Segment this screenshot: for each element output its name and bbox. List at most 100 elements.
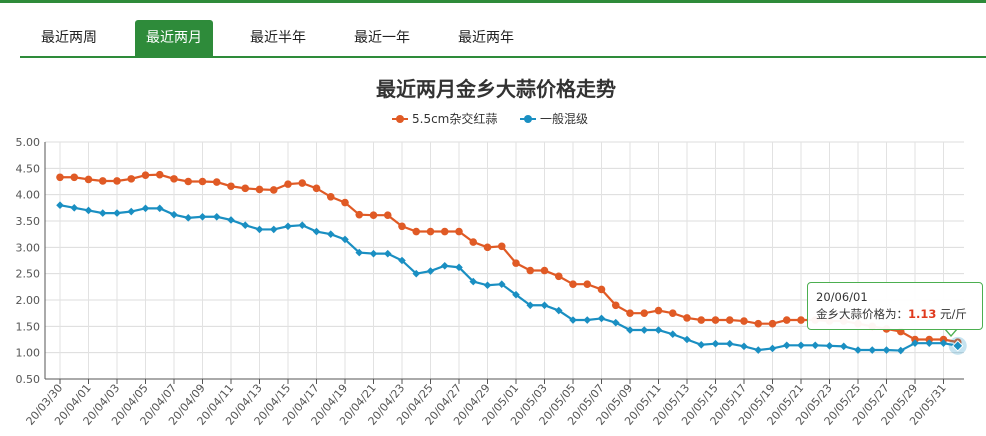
data-point: [227, 182, 235, 191]
y-tick-label: 3.00: [16, 241, 41, 254]
data-point: [768, 319, 777, 328]
data-point: [426, 267, 435, 275]
data-point: [298, 179, 307, 187]
data-point: [697, 340, 706, 349]
data-point: [383, 211, 392, 220]
data-point: [939, 339, 948, 347]
data-point: [198, 177, 207, 186]
data-point: [483, 243, 492, 252]
tab-two-weeks[interactable]: 最近两周: [41, 30, 97, 46]
data-point: [141, 171, 150, 179]
data-point: [312, 184, 321, 193]
tooltip-value: 1.13: [908, 307, 937, 321]
series-layer: [56, 170, 967, 355]
chart-title: 最近两月金乡大蒜价格走势: [376, 77, 616, 101]
data-point: [298, 221, 307, 230]
tooltip-arrow-inner: [945, 328, 957, 335]
data-point: [725, 339, 734, 348]
data-point: [56, 201, 64, 209]
data-point: [839, 342, 848, 351]
data-point: [198, 212, 207, 221]
data-point: [455, 227, 463, 236]
data-point: [440, 227, 449, 236]
data-point: [711, 316, 720, 324]
data-point: [896, 346, 905, 355]
data-point: [455, 263, 463, 272]
data-point: [127, 175, 136, 183]
x-axis: 20/03/3020/04/0120/04/0320/04/0520/04/07…: [24, 378, 964, 428]
data-point: [583, 280, 592, 288]
tab-one-year[interactable]: 最近一年: [354, 30, 410, 46]
data-point: [868, 346, 877, 354]
data-point: [326, 230, 335, 238]
data-point: [227, 216, 235, 224]
tab-half-year[interactable]: 最近半年: [250, 30, 306, 46]
data-point: [155, 170, 164, 179]
data-point: [184, 177, 193, 186]
legend-label: 一般混级: [540, 111, 588, 126]
y-tick-label: 5.00: [16, 136, 41, 149]
price-tooltip: 20/06/01 金乡大蒜价格为：1.13 元/斤: [807, 282, 983, 330]
data-point: [98, 177, 107, 185]
data-point: [255, 225, 264, 234]
data-point: [854, 346, 862, 354]
y-axis: 5.00 4.50 4.00 3.50 3.00 2.50 2.00 1.50 1.00 0.50: [16, 136, 46, 386]
data-point: [597, 314, 606, 323]
y-tick-label: 0.50: [16, 373, 41, 386]
data-point: [626, 309, 634, 317]
data-point: [882, 346, 891, 354]
chart-grid: [45, 141, 964, 380]
data-point: [540, 266, 549, 275]
data-point: [925, 339, 934, 347]
data-point: [469, 238, 478, 246]
data-point: [782, 316, 791, 324]
data-point: [797, 341, 805, 350]
data-point: [626, 326, 634, 334]
tab-two-months[interactable]: 最近两月: [135, 20, 213, 56]
data-point: [113, 177, 121, 185]
chart-legend: 5.5cm杂交红蒜 一般混级: [392, 111, 588, 126]
data-point: [70, 173, 79, 182]
y-tick-label: 1.00: [16, 347, 41, 360]
data-point: [383, 249, 392, 258]
data-point: [754, 346, 763, 354]
tab-two-years[interactable]: 最近两年: [458, 30, 514, 46]
data-point: [597, 285, 606, 294]
data-point: [711, 339, 720, 348]
data-point: [668, 309, 677, 317]
data-point: [212, 178, 221, 186]
data-point: [170, 210, 178, 219]
data-point: [697, 316, 706, 324]
y-tick-label: 3.50: [16, 215, 41, 228]
data-point: [284, 222, 292, 231]
data-point: [497, 242, 506, 251]
range-tabs: 最近两周 最近两月 最近半年 最近一年 最近两年: [20, 20, 986, 57]
data-point: [740, 317, 748, 325]
data-point: [740, 342, 748, 351]
data-point: [184, 214, 193, 222]
data-point: [269, 225, 278, 234]
data-point: [355, 210, 364, 219]
legend-label: 5.5cm杂交红蒜: [412, 111, 497, 126]
data-point: [668, 330, 677, 339]
tabs-divider: [20, 56, 986, 58]
data-point: [255, 185, 264, 194]
data-point: [569, 316, 577, 324]
data-point: [212, 212, 221, 221]
data-point: [241, 184, 250, 193]
data-point: [312, 227, 321, 236]
tooltip-unit: 元/斤: [940, 307, 967, 321]
data-point: [412, 227, 421, 236]
data-point: [797, 316, 805, 324]
data-point: [355, 248, 364, 257]
data-point: [483, 281, 492, 290]
data-point: [611, 301, 620, 310]
data-point: [84, 206, 93, 215]
data-point: [512, 290, 520, 299]
tooltip-date: 20/06/01: [816, 290, 868, 304]
data-point: [782, 341, 791, 350]
data-point: [640, 326, 649, 334]
data-point: [683, 335, 691, 344]
data-point: [113, 209, 121, 217]
legend-swatch-marker: [396, 115, 404, 123]
